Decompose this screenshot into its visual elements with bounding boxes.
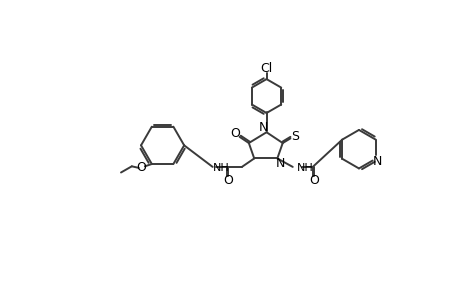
Text: O: O	[223, 174, 232, 187]
Text: NH: NH	[212, 163, 229, 173]
Text: O: O	[230, 127, 240, 140]
Text: N: N	[258, 121, 268, 134]
Text: NH: NH	[296, 163, 313, 173]
Text: N: N	[275, 157, 285, 169]
Text: Cl: Cl	[260, 62, 272, 75]
Text: O: O	[309, 174, 319, 187]
Text: O: O	[136, 161, 146, 174]
Text: N: N	[372, 155, 382, 168]
Text: S: S	[291, 130, 298, 142]
